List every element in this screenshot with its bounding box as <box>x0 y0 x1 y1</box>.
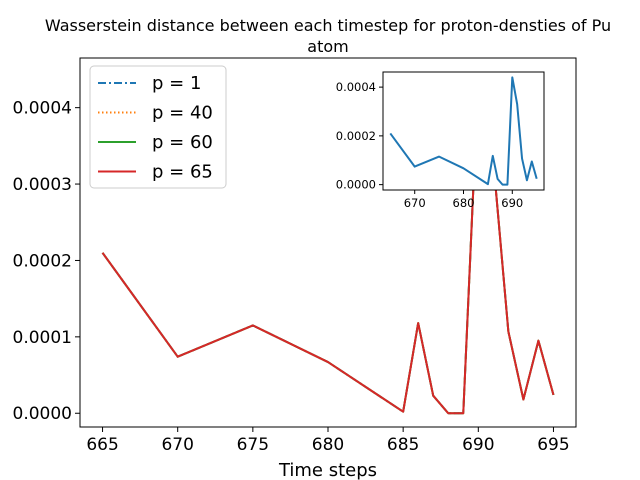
inset-y-tick-label: 0.0000 <box>336 178 376 192</box>
main-x-tick-label: 695 <box>537 435 569 455</box>
main-y-tick-label: 0.0003 <box>13 175 72 195</box>
inset-y-tick-label: 0.0004 <box>336 80 376 94</box>
x-axis-label: Time steps <box>278 460 377 480</box>
main-y-tick-label: 0.0001 <box>13 328 72 348</box>
inset-series-line-1 <box>389 76 538 186</box>
legend-label-4: p = 65 <box>152 162 213 183</box>
chart-title-line2: atom <box>307 37 348 56</box>
inset-background <box>383 72 544 190</box>
inset-x-tick-label: 680 <box>453 196 475 210</box>
inset-y-axis: 0.0000 0.0002 0.0004 <box>336 80 383 192</box>
main-plot-lines <box>101 76 555 415</box>
main-x-axis: 665 670 675 680 685 690 695 <box>86 427 570 455</box>
inset-x-axis: 670 680 690 <box>404 190 523 210</box>
inset-x-tick-label: 670 <box>404 196 426 210</box>
main-x-tick-label: 685 <box>387 435 419 455</box>
legend-label-1: p = 1 <box>152 73 201 94</box>
main-y-tick-label: 0.0000 <box>13 404 72 424</box>
inset-y-tick-label: 0.0002 <box>336 129 376 143</box>
inset-plot-lines <box>389 76 538 186</box>
legend-label-2: p = 40 <box>152 103 213 124</box>
legend-label-3: p = 60 <box>152 132 213 153</box>
legend-box <box>89 65 227 189</box>
main-x-tick-label: 670 <box>161 435 193 455</box>
main-y-axis: 0.0000 0.0001 0.0002 0.0003 0.0004 <box>13 99 80 424</box>
inset-x-tick-label: 690 <box>501 196 523 210</box>
main-x-tick-label: 665 <box>86 435 118 455</box>
main-x-tick-label: 680 <box>312 435 344 455</box>
main-y-tick-label: 0.0002 <box>13 251 72 271</box>
chart-title-line1: Wasserstein distance between each timest… <box>45 16 611 35</box>
main-x-tick-label: 690 <box>462 435 494 455</box>
legend-items: p = 1 p = 40 p = 60 p = 65 <box>98 73 213 183</box>
main-x-tick-label: 675 <box>237 435 269 455</box>
main-y-tick-label: 0.0004 <box>13 99 72 119</box>
legend: p = 1 p = 40 p = 60 p = 65 <box>89 65 227 189</box>
main-series-line-4 <box>101 76 555 415</box>
inset-chart: 670 680 690 0.0000 0.0002 0.0004 <box>336 71 545 210</box>
